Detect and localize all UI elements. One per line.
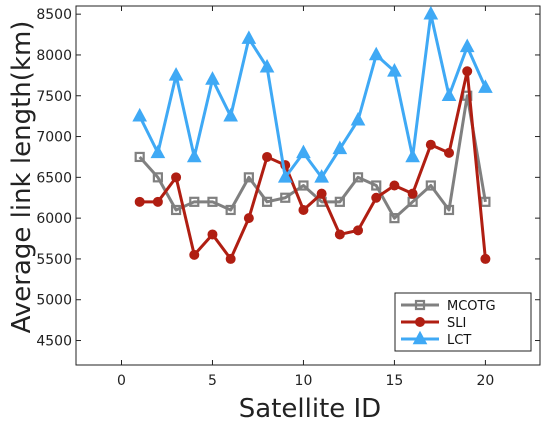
y-axis-ticks: 4500 5000 5500 6000 6500 7000 7500 8000 8500	[36, 7, 540, 350]
legend-swatch-marker	[414, 299, 426, 311]
legend-item: SLI	[401, 316, 466, 331]
data-point-mcotg	[352, 172, 364, 183]
y-tick-label: 6000	[36, 211, 72, 227]
data-point-sli	[262, 151, 273, 162]
data-point-sli	[371, 192, 382, 203]
data-point-sli	[225, 253, 236, 264]
data-point-sli	[316, 188, 327, 199]
legend-swatch-marker	[412, 330, 428, 345]
legend-label: SLI	[447, 316, 466, 331]
x-axis-title: Satellite ID	[239, 394, 381, 424]
data-point-lct	[368, 46, 384, 61]
data-point-sli	[480, 253, 491, 264]
data-point-sli	[189, 249, 200, 260]
y-axis-title: Average link length(km)	[7, 21, 37, 334]
data-point-sli	[243, 213, 254, 224]
data-point-lct	[387, 63, 402, 77]
legend-item: LCT	[401, 330, 471, 348]
y-tick-label: 4500	[36, 334, 72, 350]
data-point-lct	[478, 79, 493, 93]
data-point-lct	[223, 107, 239, 122]
data-point-lct	[205, 71, 220, 85]
data-point-mcotg	[443, 204, 455, 216]
y-tick-label: 8000	[36, 48, 72, 64]
data-point-sli	[134, 196, 145, 207]
legend-swatch-marker	[415, 317, 425, 327]
data-point-sli	[298, 204, 309, 215]
data-point-mcotg	[134, 151, 145, 163]
data-point-lct	[441, 87, 457, 102]
legend-item: MCOTG	[401, 299, 496, 314]
data-point-lct	[132, 107, 148, 122]
data-point-mcotg	[243, 172, 254, 183]
x-tick-label: 0	[117, 373, 126, 389]
data-point-mcotg	[152, 172, 163, 183]
data-point-lct	[350, 111, 366, 126]
x-axis-ticks: 0 5 10 15 20	[117, 6, 494, 389]
plot-frame	[75, 5, 541, 366]
data-point-lct	[277, 169, 293, 183]
legend-label: LCT	[447, 333, 471, 348]
data-point-mcotg	[425, 180, 436, 191]
x-tick-label: 15	[386, 373, 404, 389]
data-point-sli	[444, 147, 455, 158]
y-tick-label: 5500	[36, 252, 72, 268]
data-point-lct	[332, 140, 348, 155]
series-line-lct	[138, 12, 487, 179]
x-tick-label: 20	[476, 373, 494, 389]
data-point-lct	[405, 148, 420, 163]
data-point-sli	[207, 229, 218, 240]
data-point-lct	[168, 67, 184, 81]
y-tick-label: 7000	[36, 130, 72, 146]
x-tick-label: 5	[208, 373, 217, 389]
x-tick-label: 10	[295, 373, 313, 389]
data-point-sli	[462, 66, 473, 77]
data-point-lct	[459, 38, 475, 53]
plot-border	[75, 5, 541, 366]
data-point-sli	[152, 196, 163, 207]
data-point-sli	[353, 225, 364, 236]
data-point-lct	[259, 58, 275, 73]
legend: MCOTG SLI LCT	[394, 292, 532, 352]
data-point-mcotg	[170, 204, 182, 216]
data-point-mcotg	[261, 196, 273, 207]
data-point-lct	[241, 30, 257, 44]
data-point-mcotg	[334, 196, 345, 207]
y-tick-label: 8500	[36, 7, 72, 23]
data-point-mcotg	[389, 213, 400, 224]
data-point-mcotg	[207, 196, 218, 207]
data-point-sli	[425, 139, 436, 150]
series-lct	[132, 5, 493, 183]
data-point-sli	[334, 229, 345, 240]
data-point-mcotg	[298, 180, 309, 191]
data-point-sli	[171, 172, 182, 183]
y-tick-label: 5000	[36, 293, 72, 309]
data-point-mcotg	[280, 192, 291, 203]
data-point-mcotg	[371, 180, 382, 191]
series-layer	[132, 5, 493, 264]
data-point-mcotg	[225, 204, 236, 216]
data-point-sli	[407, 188, 418, 199]
data-point-lct	[423, 5, 439, 20]
legend-label: MCOTG	[447, 299, 496, 314]
data-point-sli	[389, 180, 400, 191]
data-point-lct	[150, 144, 166, 159]
data-point-lct	[186, 148, 202, 163]
y-tick-label: 6500	[36, 170, 72, 186]
data-point-lct	[314, 169, 329, 183]
y-tick-label: 7500	[36, 89, 72, 105]
data-point-lct	[296, 144, 311, 159]
data-point-mcotg	[480, 196, 491, 207]
data-point-mcotg	[189, 196, 200, 207]
series-mcotg	[134, 90, 491, 224]
